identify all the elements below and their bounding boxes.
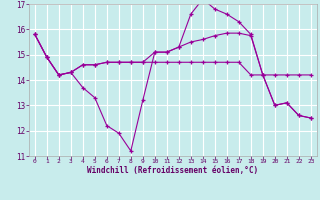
X-axis label: Windchill (Refroidissement éolien,°C): Windchill (Refroidissement éolien,°C) <box>87 166 258 175</box>
